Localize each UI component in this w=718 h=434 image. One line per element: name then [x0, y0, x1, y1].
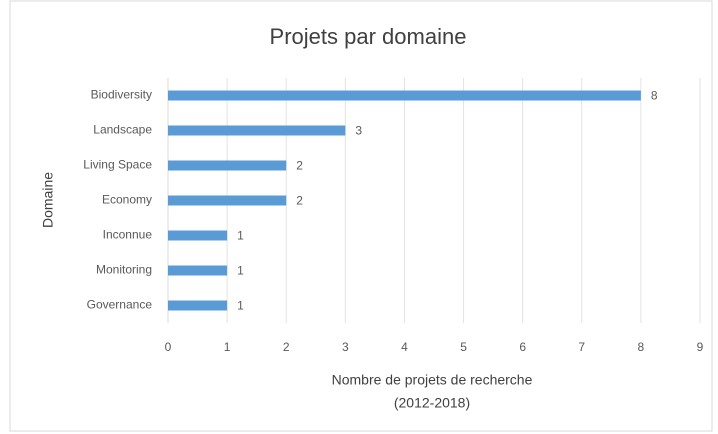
x-tick-label: 8	[638, 340, 645, 354]
y-tick-label: Landscape	[93, 123, 152, 137]
bar	[168, 125, 346, 136]
data-label: 2	[296, 159, 303, 173]
x-tick-label: 7	[578, 340, 585, 354]
bar	[168, 160, 287, 171]
bar	[168, 300, 228, 311]
y-tick-label: Economy	[102, 193, 152, 207]
bar	[168, 230, 228, 241]
chart-frame	[9, 0, 713, 432]
x-tick-label: 3	[342, 340, 349, 354]
bar	[168, 265, 228, 276]
x-tick-label: 9	[697, 340, 704, 354]
y-tick-label: Living Space	[83, 158, 152, 172]
x-tick-label: 5	[460, 340, 467, 354]
y-tick-label: Monitoring	[96, 263, 152, 277]
data-label: 2	[296, 194, 303, 208]
x-axis-title: Nombre de projets de recherche	[332, 372, 533, 388]
x-tick-label: 4	[401, 340, 408, 354]
x-tick-label: 6	[519, 340, 526, 354]
bar	[168, 90, 641, 101]
bar	[168, 195, 287, 206]
y-tick-label: Biodiversity	[91, 88, 152, 102]
data-label: 8	[651, 89, 658, 103]
y-tick-label: Governance	[87, 298, 153, 312]
data-label: 1	[237, 264, 244, 278]
x-tick-label: 1	[224, 340, 231, 354]
y-axis-title: Domaine	[40, 172, 56, 228]
data-label: 1	[237, 229, 244, 243]
data-label: 3	[355, 124, 362, 138]
y-tick-label: Inconnue	[103, 228, 153, 242]
chart-title: Projets par domaine	[270, 24, 467, 49]
x-axis-title: (2012-2018)	[394, 395, 470, 411]
x-tick-label: 2	[283, 340, 290, 354]
x-tick-label: 0	[165, 340, 172, 354]
data-label: 1	[237, 299, 244, 313]
